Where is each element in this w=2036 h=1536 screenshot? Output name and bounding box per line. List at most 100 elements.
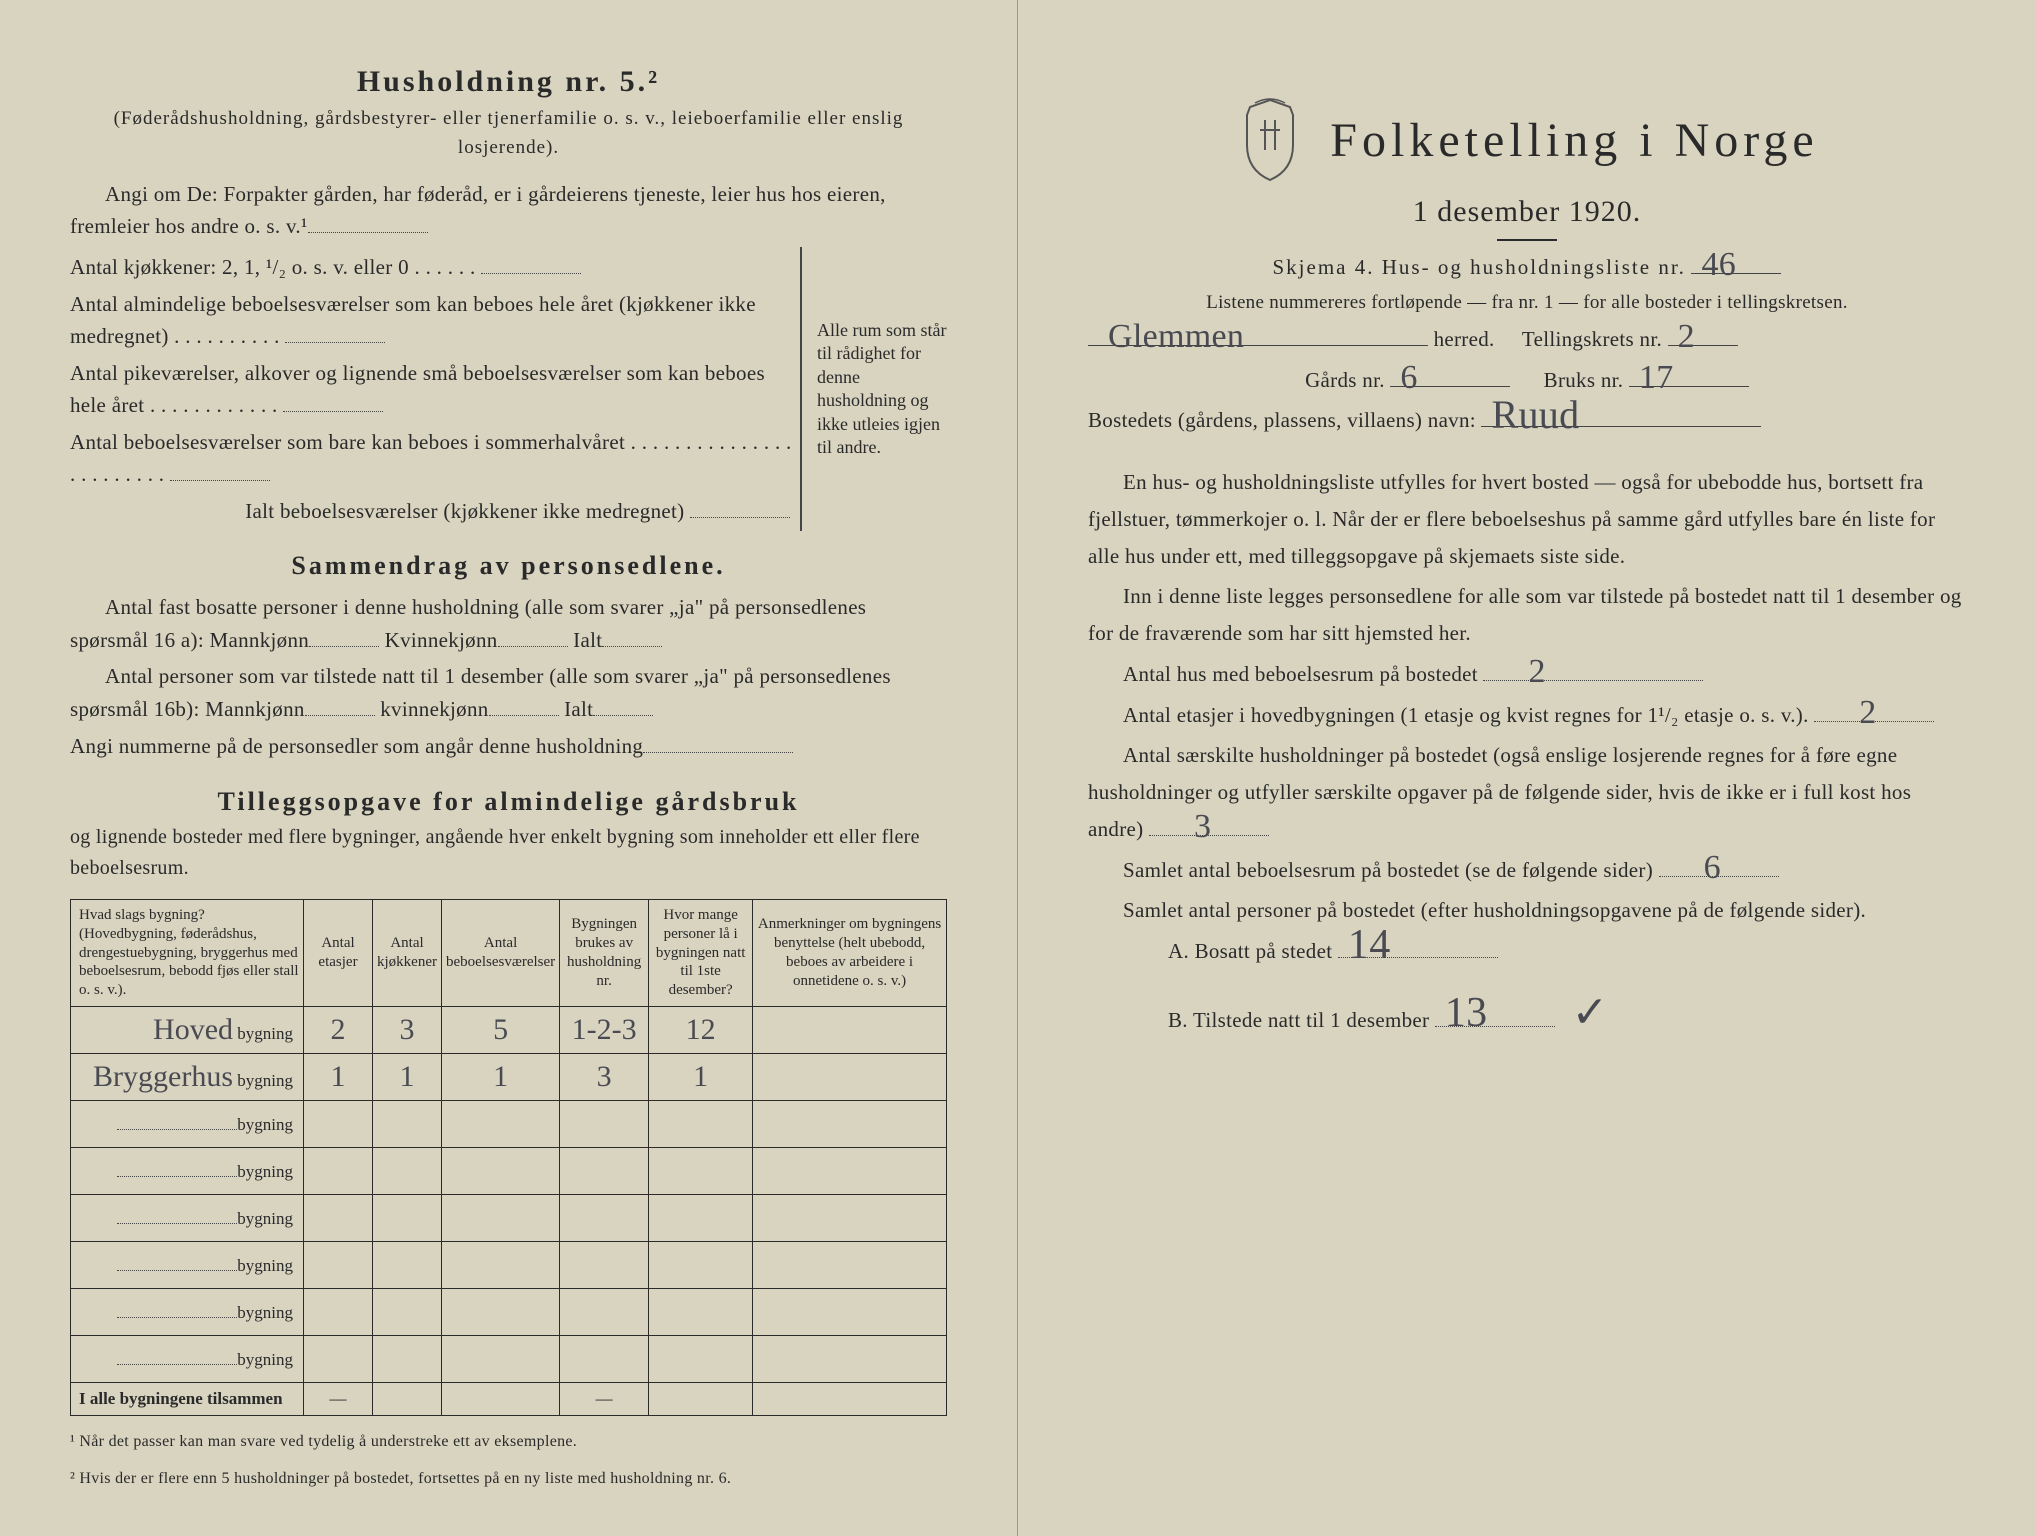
q3-val: 3 (1159, 813, 1211, 840)
cell (373, 1100, 442, 1147)
sd-ialt2: Ialt (564, 697, 593, 721)
herred-val: Glemmen (1108, 323, 1244, 350)
cell (304, 1335, 373, 1382)
q3-label: Antal særskilte husholdninger på bostede… (1088, 743, 1911, 841)
cell: 3 (373, 1006, 442, 1053)
bracket-note: Alle rum som står til rådighet for denne… (800, 247, 947, 531)
cell (649, 1241, 753, 1288)
cell (442, 1335, 560, 1382)
skjema-label: Skjema 4. Hus- og husholdningsliste nr. (1273, 255, 1686, 279)
qA-line: A. Bosatt på stedet 14 (1088, 933, 1966, 970)
cell (304, 1241, 373, 1288)
angi-text: Angi om De: Forpakter gården, har føderå… (70, 182, 886, 239)
q2-line: Antal etasjer i hovedbygningen (1 etasje… (1088, 697, 1966, 734)
bruks-label: Bruks nr. (1544, 368, 1624, 392)
skjema-line: Skjema 4. Hus- og husholdningsliste nr. … (1088, 251, 1966, 284)
cell (442, 1288, 560, 1335)
th-1: Antal etasjer (304, 900, 373, 1007)
cell (649, 1100, 753, 1147)
main-title: Folketelling i Norge (1330, 113, 1818, 168)
left-page: Husholdning nr. 5.² (Føderådshusholdning… (0, 0, 1018, 1536)
cell (442, 1147, 560, 1194)
bosted-label: Bostedets (gårdens, plassens, villaens) … (1088, 408, 1476, 432)
room-line-1: Antal almindelige beboelsesværelser som … (70, 288, 800, 353)
cell: 5 (442, 1006, 560, 1053)
husholdning-heading: Husholdning nr. 5.² (70, 65, 947, 99)
cell (649, 1147, 753, 1194)
cell (560, 1241, 649, 1288)
para2: Inn i denne liste legges personsedlene f… (1088, 578, 1966, 652)
qA-label: A. Bosatt på stedet (1168, 939, 1332, 963)
bosted-line: Bostedets (gårdens, plassens, villaens) … (1088, 402, 1966, 439)
title-row: Folketelling i Norge (1088, 95, 1966, 185)
check-mark: ✓ (1572, 974, 1609, 1051)
room-line-3: Antal beboelsesværelser som bare kan beb… (70, 426, 800, 491)
cell (649, 1194, 753, 1241)
cell (304, 1288, 373, 1335)
th-6: Anmerkninger om bygningens benyttelse (h… (753, 900, 947, 1007)
footer-label: I alle bygningene tilsammen (71, 1382, 304, 1415)
krets-label: Tellingskrets nr. (1522, 327, 1662, 351)
sd-line1: Antal fast bosatte personer i denne hush… (70, 591, 947, 656)
cell: 1-2-3 (560, 1006, 649, 1053)
cell (649, 1335, 753, 1382)
angi-para: Angi om De: Forpakter gården, har føderå… (70, 178, 947, 243)
herred-line: Glemmen herred. Tellingskrets nr. 2 (1088, 321, 1966, 358)
right-page: Folketelling i Norge 1 desember 1920. Sk… (1018, 0, 2036, 1536)
cell (373, 1241, 442, 1288)
table-row: bygning (71, 1100, 947, 1147)
building-table: Hvad slags bygning? (Hovedbygning, føder… (70, 899, 947, 1416)
table-footer-row: I alle bygningene tilsammen — — (71, 1382, 947, 1415)
cell (304, 1194, 373, 1241)
cell: 3 (560, 1053, 649, 1100)
q2-label: Antal etasjer i hovedbygningen (1 etasje… (1123, 703, 1809, 727)
q1-val: 2 (1493, 658, 1545, 685)
cell: 1 (442, 1053, 560, 1100)
row-label-cell: bygning (71, 1147, 304, 1194)
room2-text: Antal pikeværelser, alkover og lignende … (70, 361, 765, 418)
th-5: Hvor mange personer lå i bygningen natt … (649, 900, 753, 1007)
tillegg-sub: og lignende bosteder med flere bygninger… (70, 822, 947, 884)
sd-ialt: Ialt (573, 628, 602, 652)
para1: En hus- og husholdningsliste utfylles fo… (1088, 464, 1966, 574)
th-0: Hvad slags bygning? (Hovedbygning, føder… (71, 900, 304, 1007)
cell (753, 1241, 947, 1288)
gards-label: Gårds nr. (1305, 368, 1385, 392)
kitchen-text: Antal kjøkkener: 2, 1, ¹/₂ o. s. v. elle… (70, 255, 409, 279)
cell (560, 1194, 649, 1241)
table-row: Hoved bygning2351-2-312 (71, 1006, 947, 1053)
rooms-block: Antal kjøkkener: 2, 1, ¹/₂ o. s. v. elle… (70, 247, 947, 531)
fc-3: — (560, 1382, 649, 1415)
cell (753, 1147, 947, 1194)
gards-val: 6 (1400, 364, 1417, 391)
row-label-cell: bygning (71, 1100, 304, 1147)
hr-1 (1497, 239, 1557, 241)
bruks-val: 17 (1639, 364, 1674, 391)
cell (753, 1288, 947, 1335)
th-3: Antal beboelsesværelser (442, 900, 560, 1007)
table-row: bygning (71, 1288, 947, 1335)
cell (560, 1100, 649, 1147)
cell (753, 1006, 947, 1053)
listene-line: Listene nummereres fortløpende — fra nr.… (1088, 288, 1966, 317)
q3-line: Antal særskilte husholdninger på bostede… (1088, 737, 1966, 847)
cell: 2 (304, 1006, 373, 1053)
table-row: bygning (71, 1335, 947, 1382)
cell (560, 1335, 649, 1382)
q4-val: 6 (1669, 854, 1721, 881)
footnote-2: ² Hvis der er flere enn 5 husholdninger … (70, 1468, 947, 1490)
date-line: 1 desember 1920. (1088, 195, 1966, 229)
sd-line3: Angi nummerne på de personsedler som ang… (70, 730, 947, 763)
cell (442, 1194, 560, 1241)
cell (753, 1053, 947, 1100)
table-header-row: Hvad slags bygning? (Hovedbygning, føder… (71, 900, 947, 1007)
sammendrag-title: Sammendrag av personsedlene. (70, 551, 947, 581)
foot2: ² Hvis der er flere enn 5 husholdninger … (70, 1470, 731, 1487)
fc-1 (373, 1382, 442, 1415)
cell: 1 (304, 1053, 373, 1100)
krets-val: 2 (1678, 323, 1695, 350)
th-2: Antal kjøkkener (373, 900, 442, 1007)
row-label-cell: bygning (71, 1194, 304, 1241)
sd-line2: Antal personer som var tilstede natt til… (70, 660, 947, 725)
qB-label: B. Tilstede natt til 1 desember (1168, 1008, 1429, 1032)
